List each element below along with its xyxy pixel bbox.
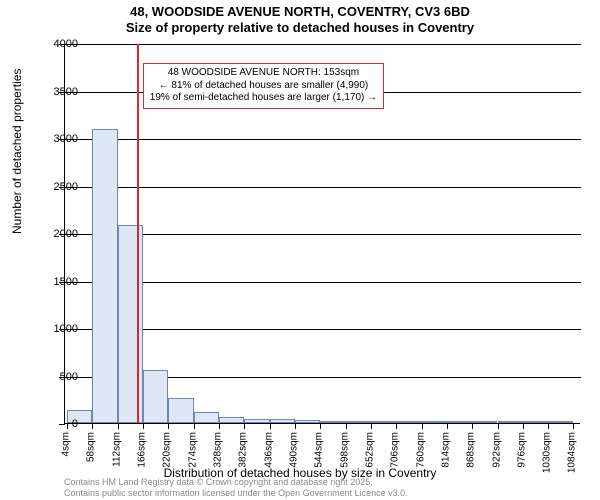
histogram-bar [447,421,472,423]
histogram-bar [548,421,573,423]
y-tick-label: 2000 [38,228,78,240]
footer-line-1: Contains HM Land Registry data © Crown c… [64,477,408,487]
chart-container: 48, WOODSIDE AVENUE NORTH, COVENTRY, CV3… [0,0,600,500]
x-tick-label: 490sqm [288,432,299,468]
histogram-bar [143,370,168,423]
x-tick-label: 706sqm [390,432,401,468]
x-tick-label: 1030sqm [542,432,553,473]
x-tick [118,423,119,429]
x-tick [295,423,296,429]
x-tick [270,423,271,429]
x-tick [396,423,397,429]
x-tick [346,423,347,429]
x-tick [219,423,220,429]
x-tick-label: 544sqm [314,432,325,468]
x-tick [447,423,448,429]
gridline [65,187,581,188]
y-tick-label: 1000 [38,323,78,335]
y-tick-label: 2500 [38,181,78,193]
plot-area: 48 WOODSIDE AVENUE NORTH: 153sqm← 81% of… [64,44,580,424]
x-tick-label: 598sqm [339,432,350,468]
y-tick-label: 4000 [38,38,78,50]
x-tick [194,423,195,429]
x-tick-label: 166sqm [136,432,147,468]
x-tick-label: 760sqm [415,432,426,468]
histogram-bar [118,225,143,423]
x-tick [92,423,93,429]
y-tick-label: 3000 [38,133,78,145]
x-tick [573,423,574,429]
x-tick [320,423,321,429]
histogram-bar [422,421,447,423]
x-tick-label: 436sqm [263,432,274,468]
histogram-bar [219,417,244,423]
y-tick-label: 0 [38,418,78,430]
x-tick-label: 274sqm [187,432,198,468]
x-tick [422,423,423,429]
histogram-bar [92,129,117,424]
x-tick-label: 922sqm [491,432,502,468]
footer-line-2: Contains public sector information licen… [64,488,408,498]
x-tick [523,423,524,429]
histogram-bar [346,421,371,423]
x-tick [168,423,169,429]
histogram-bar [270,419,295,423]
histogram-bar [371,421,396,423]
annotation-line: ← 81% of detached houses are smaller (4,… [150,80,377,93]
attribution-footer: Contains HM Land Registry data © Crown c… [64,477,408,498]
x-tick-label: 652sqm [364,432,375,468]
x-tick [244,423,245,429]
x-tick [548,423,549,429]
annotation-line: 19% of semi-detached houses are larger (… [150,92,377,105]
x-tick-label: 814sqm [440,432,451,468]
annotation-box: 48 WOODSIDE AVENUE NORTH: 153sqm← 81% of… [143,63,384,109]
x-tick-label: 58sqm [86,432,97,462]
y-axis-label: Number of detached properties [10,69,24,234]
x-tick-label: 220sqm [162,432,173,468]
histogram-bar [498,421,523,423]
reference-line [137,44,139,423]
x-tick-label: 868sqm [466,432,477,468]
title-line-2: Size of property relative to detached ho… [0,20,600,36]
histogram-bar [472,421,497,423]
x-tick-label: 112sqm [111,432,122,467]
x-tick-label: 976sqm [516,432,527,468]
histogram-bar [523,421,548,423]
annotation-line: 48 WOODSIDE AVENUE NORTH: 153sqm [150,67,377,80]
x-tick-label: 1084sqm [567,432,578,473]
y-tick-label: 500 [38,371,78,383]
x-tick-label: 328sqm [212,432,223,468]
y-tick-label: 3500 [38,86,78,98]
histogram-bar [168,398,193,423]
histogram-bar [320,421,345,423]
y-tick-label: 1500 [38,276,78,288]
histogram-bar [295,420,320,423]
histogram-bar [194,412,219,423]
histogram-bar [244,419,269,423]
x-tick [498,423,499,429]
histogram-bar [396,421,421,423]
x-tick [371,423,372,429]
gridline [65,139,581,140]
x-tick [472,423,473,429]
x-tick-label: 382sqm [238,432,249,468]
x-tick [143,423,144,429]
title-line-1: 48, WOODSIDE AVENUE NORTH, COVENTRY, CV3… [0,4,600,20]
chart-title: 48, WOODSIDE AVENUE NORTH, COVENTRY, CV3… [0,0,600,37]
x-tick-label: 4sqm [60,432,71,456]
plot: 48 WOODSIDE AVENUE NORTH: 153sqm← 81% of… [64,44,580,424]
gridline [65,44,581,45]
